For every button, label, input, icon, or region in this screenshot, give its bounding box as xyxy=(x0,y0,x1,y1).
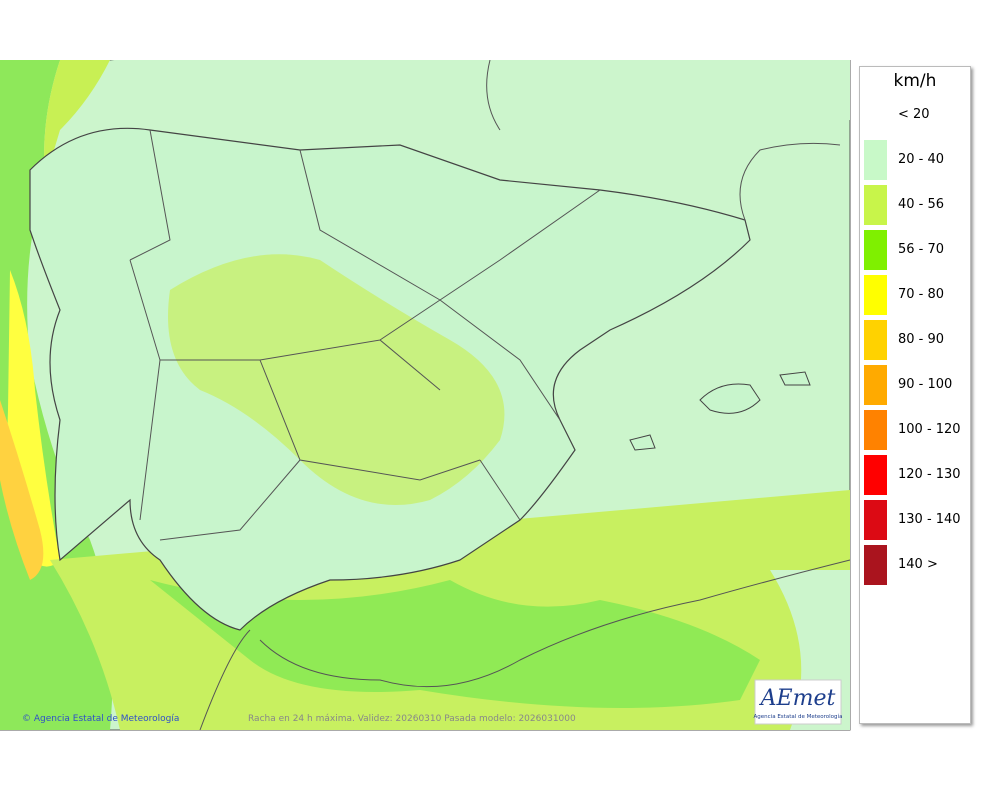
caption: Racha en 24 h máxima. Validez: 20260310 … xyxy=(248,714,576,724)
africa-coast xyxy=(199,559,851,731)
legend-label: 70 - 80 xyxy=(898,287,945,302)
region-borders xyxy=(129,129,601,541)
legend-title: km/h xyxy=(893,71,937,91)
logo-subtitle: Agencia Estatal de Meteorología xyxy=(754,713,843,720)
wind-area xyxy=(0,60,850,130)
legend-item: 140 > xyxy=(864,545,968,585)
menorca xyxy=(779,371,811,386)
logo-box xyxy=(754,679,842,725)
legend-item: 100 - 120 xyxy=(864,410,968,450)
logo: AEmet xyxy=(759,686,836,711)
legend-swatch xyxy=(864,275,887,315)
legend-item: 130 - 140 xyxy=(864,500,968,540)
wind-area xyxy=(150,580,760,708)
legend-swatch xyxy=(864,230,887,270)
wind-area xyxy=(0,400,44,580)
legend-item: < 20 xyxy=(864,95,968,135)
legend-item: 70 - 80 xyxy=(864,275,968,315)
legend-label: 100 - 120 xyxy=(898,422,961,437)
legend-swatch xyxy=(864,140,887,180)
legend-item: 56 - 70 xyxy=(864,230,968,270)
legend-item: 20 - 40 xyxy=(864,140,968,180)
legend-swatch xyxy=(864,365,887,405)
legend-label: < 20 xyxy=(898,107,930,122)
legend-item: 90 - 100 xyxy=(864,365,968,405)
legend-item: 80 - 90 xyxy=(864,320,968,360)
legend-swatch xyxy=(864,545,887,585)
map: AEmet Agencia Estatal de Meteorología © … xyxy=(0,60,851,731)
legend-swatch xyxy=(864,455,887,495)
legend-label: 80 - 90 xyxy=(898,332,945,347)
legend-swatch xyxy=(864,320,887,360)
coast xyxy=(486,60,501,131)
legend-label: 130 - 140 xyxy=(898,512,961,527)
legend-label: 20 - 40 xyxy=(898,152,945,167)
wind-area xyxy=(0,60,110,180)
france-coast xyxy=(739,142,841,221)
ibiza xyxy=(629,434,656,451)
legend-label: 140 > xyxy=(898,557,938,572)
legend-item: 120 - 130 xyxy=(864,455,968,495)
wind-area xyxy=(168,254,505,505)
mallorca xyxy=(699,383,761,414)
legend-label: 40 - 56 xyxy=(898,197,945,212)
legend-label: 120 - 130 xyxy=(898,467,961,482)
legend-item: 40 - 56 xyxy=(864,185,968,225)
legend-label: 56 - 70 xyxy=(898,242,945,257)
copyright: © Agencia Estatal de Meteorología xyxy=(22,714,179,724)
legend-swatch xyxy=(864,185,887,225)
legend-swatch xyxy=(864,500,887,540)
legend-swatch xyxy=(864,410,887,450)
legend: km/h < 20 20 - 40 40 - 56 56 - 70 70 - 80 80 … xyxy=(859,66,971,724)
legend-label: 90 - 100 xyxy=(898,377,953,392)
